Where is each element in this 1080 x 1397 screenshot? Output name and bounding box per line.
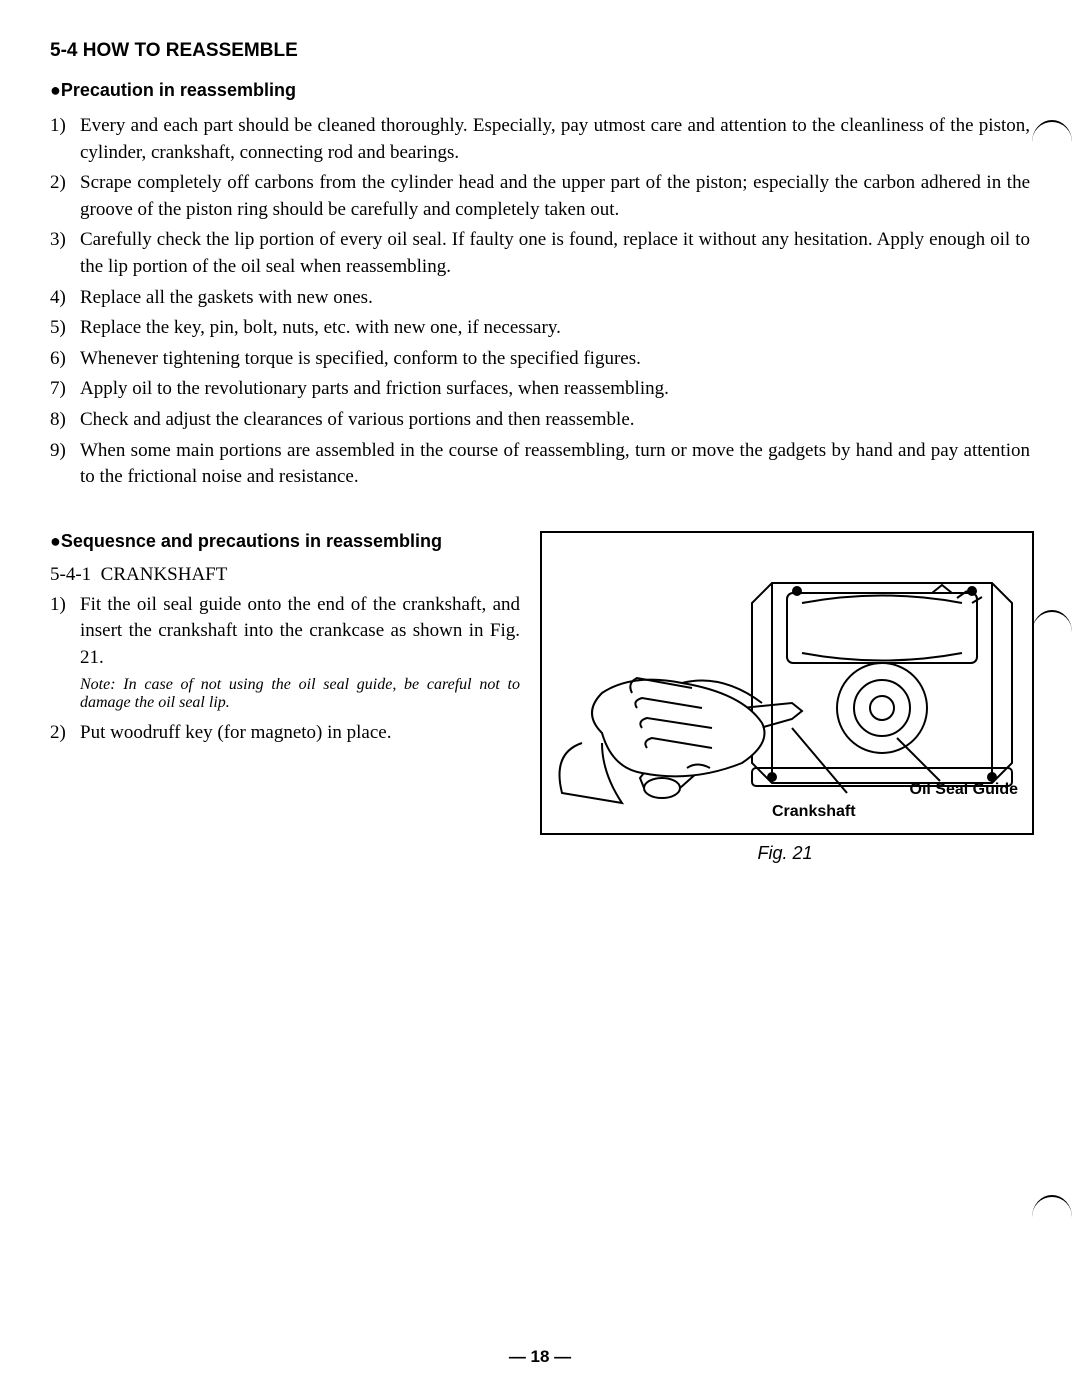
precaution-item: 2)Scrape completely off carbons from the… bbox=[50, 170, 1030, 223]
subsection-title-text: CRANKSHAFT bbox=[101, 564, 228, 585]
step-text: Put woodruff key (for magneto) in place. bbox=[80, 720, 520, 747]
section-number: 5-4 bbox=[50, 40, 77, 61]
precaution-item: 3)Carefully check the lip portion of eve… bbox=[50, 227, 1030, 280]
precaution-heading-text: Precaution in reassembling bbox=[61, 80, 296, 100]
page-curl-mark bbox=[1032, 1195, 1072, 1217]
item-number: 8) bbox=[50, 407, 80, 434]
sequence-heading: ●Sequesnce and precautions in reassembli… bbox=[50, 531, 520, 552]
precaution-item: 7)Apply oil to the revolutionary parts a… bbox=[50, 376, 1030, 403]
item-number: 1) bbox=[50, 113, 80, 166]
subsection-title: 5-4-1 CRANKSHAFT bbox=[50, 564, 520, 586]
steps-list-2: 2)Put woodruff key (for magneto) in plac… bbox=[50, 720, 520, 747]
page-number: — 18 — bbox=[0, 1347, 1080, 1367]
sequence-heading-text: Sequesnce and precautions in reassemblin… bbox=[61, 531, 442, 551]
left-column: ●Sequesnce and precautions in reassembli… bbox=[50, 531, 520, 864]
precaution-item: 5)Replace the key, pin, bolt, nuts, etc.… bbox=[50, 315, 1030, 342]
precaution-item: 8)Check and adjust the clearances of var… bbox=[50, 407, 1030, 434]
section-title: 5-4 HOW TO REASSEMBLE bbox=[50, 40, 1030, 62]
item-number: 9) bbox=[50, 438, 80, 491]
section-title-text: HOW TO REASSEMBLE bbox=[83, 40, 298, 61]
precaution-item: 6)Whenever tightening torque is specifie… bbox=[50, 346, 1030, 373]
figure-label-oil-seal-guide: Oil Seal Guide bbox=[910, 781, 1018, 799]
steps-list: 1)Fit the oil seal guide onto the end of… bbox=[50, 592, 520, 672]
step-item: 1)Fit the oil seal guide onto the end of… bbox=[50, 592, 520, 672]
step-item: 2)Put woodruff key (for magneto) in plac… bbox=[50, 720, 520, 747]
item-text: Every and each part should be cleaned th… bbox=[80, 113, 1030, 166]
item-number: 5) bbox=[50, 315, 80, 342]
precaution-item: 1)Every and each part should be cleaned … bbox=[50, 113, 1030, 166]
item-text: Check and adjust the clearances of vario… bbox=[80, 407, 1030, 434]
item-number: 2) bbox=[50, 170, 80, 223]
figure-caption: Fig. 21 bbox=[540, 843, 1030, 864]
right-column: Oil Seal Guide Crankshaft Fig. 21 bbox=[540, 531, 1030, 864]
precaution-list: 1)Every and each part should be cleaned … bbox=[50, 113, 1030, 491]
subsection-number: 5-4-1 bbox=[50, 564, 91, 585]
note-text: In case of not using the oil seal guide,… bbox=[80, 676, 520, 711]
step-text: Fit the oil seal guide onto the end of t… bbox=[80, 592, 520, 672]
item-number: 4) bbox=[50, 285, 80, 312]
page-curl-mark bbox=[1032, 610, 1072, 632]
figure-21: Oil Seal Guide Crankshaft bbox=[540, 531, 1034, 835]
item-text: Replace the key, pin, bolt, nuts, etc. w… bbox=[80, 315, 1030, 342]
item-text: Apply oil to the revolutionary parts and… bbox=[80, 376, 1030, 403]
item-text: When some main portions are assembled in… bbox=[80, 438, 1030, 491]
bullet-icon: ● bbox=[50, 531, 61, 551]
precaution-item: 4)Replace all the gaskets with new ones. bbox=[50, 285, 1030, 312]
figure-label-crankshaft: Crankshaft bbox=[772, 803, 856, 821]
item-text: Carefully check the lip portion of every… bbox=[80, 227, 1030, 280]
sequence-section: ●Sequesnce and precautions in reassembli… bbox=[50, 531, 1030, 864]
page-container: 5-4 HOW TO REASSEMBLE ●Precaution in rea… bbox=[0, 0, 1080, 1397]
item-number: 6) bbox=[50, 346, 80, 373]
step-number: 1) bbox=[50, 592, 80, 672]
step-number: 2) bbox=[50, 720, 80, 747]
bullet-icon: ● bbox=[50, 80, 61, 100]
item-text: Replace all the gaskets with new ones. bbox=[80, 285, 1030, 312]
page-curl-mark bbox=[1032, 120, 1072, 142]
note-label: Note: bbox=[80, 676, 116, 693]
item-text: Scrape completely off carbons from the c… bbox=[80, 170, 1030, 223]
item-number: 3) bbox=[50, 227, 80, 280]
item-text: Whenever tightening torque is specified,… bbox=[80, 346, 1030, 373]
precaution-heading: ●Precaution in reassembling bbox=[50, 80, 1030, 101]
note-block: Note: In case of not using the oil seal … bbox=[80, 676, 520, 712]
precaution-item: 9)When some main portions are assembled … bbox=[50, 438, 1030, 491]
item-number: 7) bbox=[50, 376, 80, 403]
